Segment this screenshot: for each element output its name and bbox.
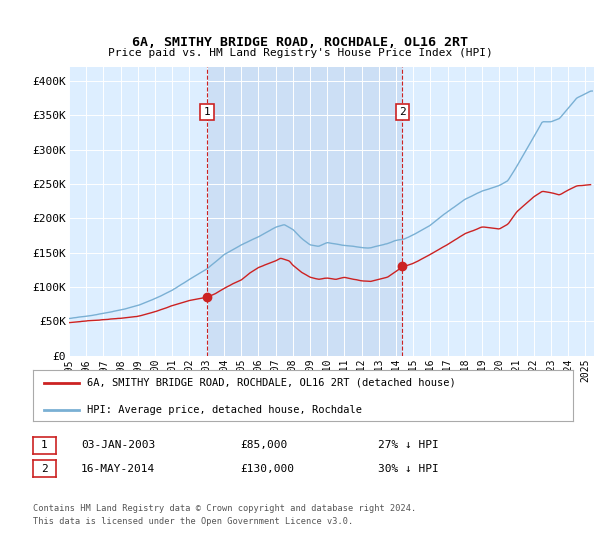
Text: Contains HM Land Registry data © Crown copyright and database right 2024.: Contains HM Land Registry data © Crown c… [33, 504, 416, 513]
Text: This data is licensed under the Open Government Licence v3.0.: This data is licensed under the Open Gov… [33, 517, 353, 526]
Text: 16-MAY-2014: 16-MAY-2014 [81, 464, 155, 474]
Text: 03-JAN-2003: 03-JAN-2003 [81, 440, 155, 450]
Text: 1: 1 [41, 440, 48, 450]
Text: HPI: Average price, detached house, Rochdale: HPI: Average price, detached house, Roch… [87, 405, 362, 415]
Text: 6A, SMITHY BRIDGE ROAD, ROCHDALE, OL16 2RT: 6A, SMITHY BRIDGE ROAD, ROCHDALE, OL16 2… [132, 36, 468, 49]
Text: £130,000: £130,000 [240, 464, 294, 474]
Text: £85,000: £85,000 [240, 440, 287, 450]
Text: 27% ↓ HPI: 27% ↓ HPI [378, 440, 439, 450]
Text: 2: 2 [41, 464, 48, 474]
Text: 2: 2 [399, 107, 406, 117]
Bar [207, 67, 403, 356]
Text: 30% ↓ HPI: 30% ↓ HPI [378, 464, 439, 474]
Text: Price paid vs. HM Land Registry's House Price Index (HPI): Price paid vs. HM Land Registry's House … [107, 48, 493, 58]
Text: 1: 1 [203, 107, 210, 117]
Text: 6A, SMITHY BRIDGE ROAD, ROCHDALE, OL16 2RT (detached house): 6A, SMITHY BRIDGE ROAD, ROCHDALE, OL16 2… [87, 378, 456, 388]
